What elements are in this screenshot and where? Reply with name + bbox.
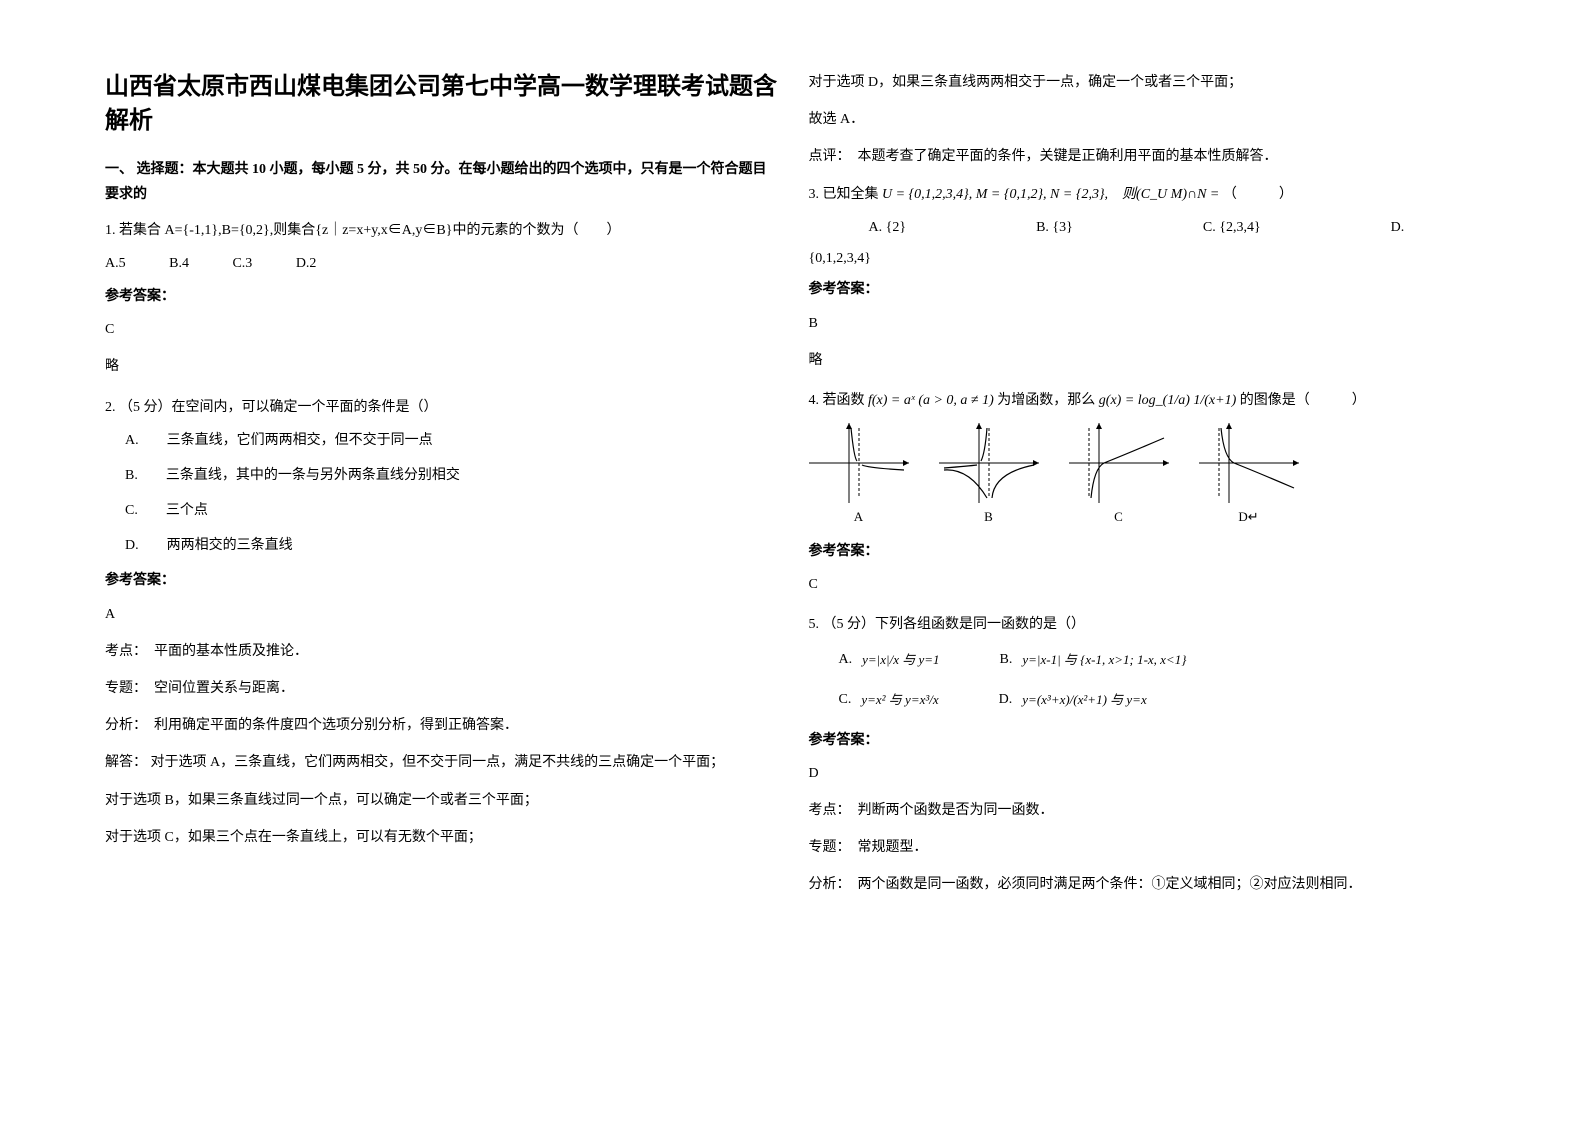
q1-answer-label: 参考答案： <box>105 284 779 309</box>
q5-zhuanti: 专题： 常规题型． <box>809 835 1483 860</box>
q2-answer: A <box>105 602 779 627</box>
graph-A-wrap: A <box>809 423 909 528</box>
q5-optD-wrap: D. y=(x³+x)/(x²+1) 与 y=x <box>999 687 1147 712</box>
q5-fenxi: 分析： 两个函数是同一函数，必须同时满足两个条件：①定义域相同；②对应法则相同． <box>809 872 1483 897</box>
q2-guxuan: 故选 A． <box>809 107 1483 132</box>
q2-jieda-c: 对于选项 C，如果三个点在一条直线上，可以有无数个平面； <box>105 825 779 850</box>
graph-A-label: A <box>809 505 909 528</box>
q2-jieda: 解答： 对于选项 A，三条直线，它们两两相交，但不交于同一点，满足不共线的三点确… <box>105 750 779 775</box>
section-header: 一、 选择题：本大题共 10 小题，每小题 5 分，共 50 分。在每小题给出的… <box>105 157 779 207</box>
q5-optC: y=x² 与 y=x³/x <box>861 688 938 711</box>
q3-suffix: （ ） <box>1223 187 1293 202</box>
q1-optD: D.2 <box>296 256 317 271</box>
q4-text: 4. 若函数 f(x) = aˣ (a > 0, a ≠ 1) 为增函数，那么 … <box>809 388 1483 413</box>
q3-optB: {3} <box>1052 220 1072 235</box>
q5-kaodian: 考点： 判断两个函数是否为同一函数． <box>809 798 1483 823</box>
graph-D <box>1199 423 1299 503</box>
graph-D-wrap: D↵ <box>1199 423 1299 528</box>
q3-optD: {0,1,2,3,4} <box>809 246 1483 271</box>
q2-answer-label: 参考答案： <box>105 568 779 593</box>
q2-optA: A. 三条直线，它们两两相交，但不交于同一点 <box>125 428 779 453</box>
q4-math1: f(x) = aˣ (a > 0, a ≠ 1) <box>868 388 994 413</box>
q4-prefix: 4. 若函数 <box>809 393 865 408</box>
q3-optC: {2,3,4} <box>1219 220 1260 235</box>
q5-answer-label: 参考答案： <box>809 728 1483 753</box>
graph-B-label: B <box>939 505 1039 528</box>
q1-optA: A.5 <box>105 256 126 271</box>
q2-fenxi: 分析： 利用确定平面的条件度四个选项分别分析，得到正确答案． <box>105 713 779 738</box>
right-column: 对于选项 D，如果三条直线两两相交于一点，确定一个或者三个平面； 故选 A． 点… <box>794 70 1498 1092</box>
q2-dianping: 点评： 本题考查了确定平面的条件，关键是正确利用平面的基本性质解答． <box>809 144 1483 169</box>
q1-options: A.5 B.4 C.3 D.2 <box>105 251 779 276</box>
q2-text: 2. （5 分）在空间内，可以确定一个平面的条件是（） <box>105 395 779 420</box>
q4-answer: C <box>809 572 1483 597</box>
question-5: 5. （5 分）下列各组函数是同一函数的是（） A. y=|x|/x 与 y=1… <box>809 612 1483 898</box>
question-1: 1. 若集合 A={-1,1},B={0,2},则集合{z｜z=x+y,x∈A,… <box>105 218 779 380</box>
q3-options: A. {2} B. {3} C. {2,3,4} D. <box>869 215 1483 240</box>
q5-optA-label: A. <box>839 647 853 672</box>
q2-optC: C. 三个点 <box>125 498 779 523</box>
q5-optB-label: B. <box>1000 647 1013 672</box>
q5-row-cd: C. y=x² 与 y=x³/x D. y=(x³+x)/(x²+1) 与 y=… <box>839 687 1483 712</box>
q4-math2: g(x) = log_(1/a) 1/(x+1) <box>1099 388 1236 413</box>
q5-optA: y=|x|/x 与 y=1 <box>862 648 939 671</box>
graph-C-wrap: C <box>1069 423 1169 528</box>
q3-optB-wrap: B. {3} <box>1036 215 1073 240</box>
graph-B-wrap: B <box>939 423 1039 528</box>
q3-brief: 略 <box>809 348 1483 373</box>
question-4: 4. 若函数 f(x) = aˣ (a > 0, a ≠ 1) 为增函数，那么 … <box>809 388 1483 597</box>
q3-text: 3. 已知全集 U = {0,1,2,3,4}, M = {0,1,2}, N … <box>809 182 1483 207</box>
q5-row-ab: A. y=|x|/x 与 y=1 B. y=|x-1| 与 {x-1, x>1;… <box>839 647 1483 672</box>
q5-answer: D <box>809 761 1483 786</box>
left-column: 山西省太原市西山煤电集团公司第七中学高一数学理联考试题含解析 一、 选择题：本大… <box>90 70 794 1092</box>
q5-optC-label: C. <box>839 687 852 712</box>
q3-math: U = {0,1,2,3,4}, M = {0,1,2}, N = {2,3},… <box>882 182 1219 207</box>
q3-answer: B <box>809 311 1483 336</box>
q5-optD: y=(x³+x)/(x²+1) 与 y=x <box>1022 688 1146 711</box>
q3-optA: {2} <box>886 220 906 235</box>
q3-optA-label: A. <box>869 220 883 235</box>
q1-brief: 略 <box>105 354 779 379</box>
q5-optB: y=|x-1| 与 {x-1, x>1; 1-x, x<1} <box>1022 648 1186 671</box>
q1-text: 1. 若集合 A={-1,1},B={0,2},则集合{z｜z=x+y,x∈A,… <box>105 218 779 243</box>
q5-optD-label: D. <box>999 687 1013 712</box>
question-3: 3. 已知全集 U = {0,1,2,3,4}, M = {0,1,2}, N … <box>809 182 1483 373</box>
q2-zhuanti: 专题： 空间位置关系与距离． <box>105 676 779 701</box>
page-title: 山西省太原市西山煤电集团公司第七中学高一数学理联考试题含解析 <box>105 70 779 137</box>
graph-D-label: D↵ <box>1199 505 1299 528</box>
q3-prefix: 3. 已知全集 <box>809 187 879 202</box>
q2-kaodian: 考点： 平面的基本性质及推论． <box>105 639 779 664</box>
q5-options: A. y=|x|/x 与 y=1 B. y=|x-1| 与 {x-1, x>1;… <box>839 647 1483 712</box>
q2-jieda-d: 对于选项 D，如果三条直线两两相交于一点，确定一个或者三个平面； <box>809 70 1483 95</box>
graph-A <box>809 423 909 503</box>
q5-text: 5. （5 分）下列各组函数是同一函数的是（） <box>809 612 1483 637</box>
q3-optD-label: D. <box>1391 220 1405 235</box>
q5-optC-wrap: C. y=x² 与 y=x³/x <box>839 687 939 712</box>
q1-answer: C <box>105 317 779 342</box>
q4-suffix: 的图像是（ ） <box>1240 393 1366 408</box>
question-2: 2. （5 分）在空间内，可以确定一个平面的条件是（） A. 三条直线，它们两两… <box>105 395 779 850</box>
q5-optB-wrap: B. y=|x-1| 与 {x-1, x>1; 1-x, x<1} <box>1000 647 1187 672</box>
q4-answer-label: 参考答案： <box>809 539 1483 564</box>
q2-optB: B. 三条直线，其中的一条与另外两条直线分别相交 <box>125 463 779 488</box>
graph-C-label: C <box>1069 505 1169 528</box>
graph-C <box>1069 423 1169 503</box>
q3-optB-label: B. <box>1036 220 1049 235</box>
q3-optA-wrap: A. {2} <box>869 215 907 240</box>
q4-mid: 为增函数，那么 <box>997 393 1095 408</box>
q2-options: A. 三条直线，它们两两相交，但不交于同一点 B. 三条直线，其中的一条与另外两… <box>125 428 779 559</box>
graph-B <box>939 423 1039 503</box>
q2-optD: D. 两两相交的三条直线 <box>125 533 779 558</box>
q3-answer-label: 参考答案： <box>809 277 1483 302</box>
q2-jieda-b: 对于选项 B，如果三条直线过同一个点，可以确定一个或者三个平面； <box>105 788 779 813</box>
q1-optB: B.4 <box>169 256 189 271</box>
q4-graphs: A B <box>809 423 1483 528</box>
q3-optD-wrap: D. <box>1391 215 1405 240</box>
q3-optC-label: C. <box>1203 220 1216 235</box>
q3-optC-wrap: C. {2,3,4} <box>1203 215 1261 240</box>
q1-optC: C.3 <box>232 256 252 271</box>
q5-optA-wrap: A. y=|x|/x 与 y=1 <box>839 647 940 672</box>
